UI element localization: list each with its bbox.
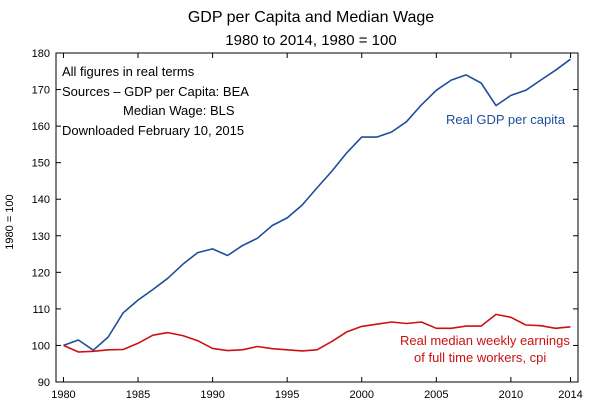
series-line-gdp <box>63 58 571 352</box>
y-tick-label: 150 <box>32 158 50 170</box>
x-tick-label: 2000 <box>350 389 374 401</box>
x-tick-label: 1995 <box>275 389 299 401</box>
series-label-wage-line1: Real median weekly earnings <box>400 333 570 348</box>
note-downloaded: Downloaded February 10, 2015 <box>62 123 244 138</box>
y-axis-label: 1980 = 100 <box>4 194 16 249</box>
chart-title: GDP per Capita and Median Wage <box>188 9 434 26</box>
note-real-terms: All figures in real terms <box>62 64 195 79</box>
note-sources-gdp: Sources – GDP per Capita: BEA <box>62 84 249 99</box>
x-tick-label: 2010 <box>499 389 523 401</box>
x-tick-label: 2005 <box>424 389 448 401</box>
series-line-wage <box>63 313 571 353</box>
x-tick-label: 1990 <box>200 389 224 401</box>
y-tick-label: 180 <box>32 48 50 60</box>
x-tick-label: 2014 <box>558 389 582 401</box>
series-label-wage-line2: of full time workers, cpi <box>414 350 546 365</box>
series-annotations: Real GDP per capita Real median weekly e… <box>400 112 570 365</box>
y-tick-label: 140 <box>32 194 50 206</box>
x-axis: 1980 1985 1990 1995 2000 2005 2010 2014 <box>51 53 583 401</box>
y-tick-label: 110 <box>32 304 50 316</box>
series-lines <box>63 58 571 353</box>
note-median-wage: Median Wage: BLS <box>123 103 235 118</box>
y-axis: 90 100 110 120 130 140 150 160 170 180 <box>32 48 578 389</box>
chart-subtitle: 1980 to 2014, 1980 = 100 <box>225 32 396 49</box>
series-label-gdp: Real GDP per capita <box>446 112 566 127</box>
x-tick-label: 1980 <box>51 389 75 401</box>
note-block: All figures in real terms Sources – GDP … <box>62 64 249 138</box>
y-tick-label: 100 <box>32 340 50 352</box>
y-tick-label: 130 <box>32 231 50 243</box>
plot-frame <box>55 52 579 383</box>
y-tick-label: 90 <box>38 377 50 389</box>
x-tick-label: 1985 <box>126 389 150 401</box>
y-tick-label: 120 <box>32 267 50 279</box>
y-tick-label: 170 <box>32 85 50 97</box>
y-tick-label: 160 <box>32 121 50 133</box>
